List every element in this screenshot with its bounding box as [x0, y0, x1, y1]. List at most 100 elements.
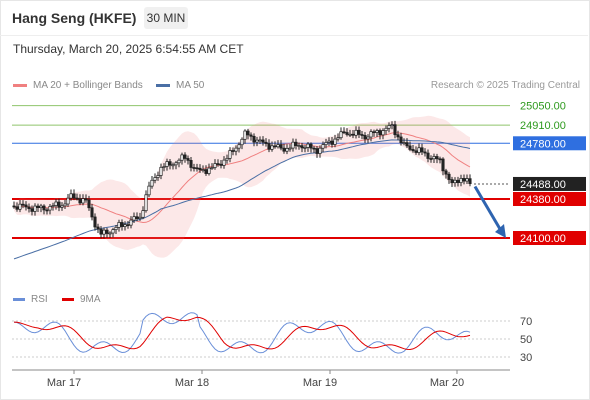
candle-71	[225, 154, 229, 164]
candle-38	[126, 220, 130, 229]
candle-body	[327, 140, 331, 143]
candle-body	[387, 125, 391, 129]
candle-body	[450, 179, 454, 184]
candle-34	[114, 225, 118, 235]
candle-body	[48, 206, 52, 211]
rsi-tick-label-2: 30	[520, 352, 532, 364]
x-tick-label-2: Mar 19	[303, 377, 337, 389]
candle-body	[411, 149, 415, 152]
candle-body	[51, 205, 55, 207]
candle-44	[144, 190, 148, 213]
candle-body	[21, 203, 25, 206]
candle-150	[462, 174, 466, 185]
candle-body	[405, 142, 409, 147]
forecast-arrow-shaft	[473, 185, 502, 230]
candle-body	[336, 137, 340, 140]
ma50-line	[13, 139, 471, 260]
candle-141	[435, 153, 439, 164]
candle-112	[348, 129, 352, 137]
candle-body	[432, 156, 436, 160]
timeframe-badge[interactable]: 30 MIN	[144, 7, 188, 29]
candle-body	[27, 206, 31, 210]
rsi-swatch	[13, 298, 25, 301]
candle-body	[429, 158, 433, 160]
candle-23	[81, 194, 85, 206]
candle-body	[156, 175, 160, 178]
candle-12	[48, 204, 52, 215]
candle-body	[396, 134, 400, 138]
candle-127	[393, 120, 397, 139]
candle-62	[198, 164, 202, 173]
candle-68	[216, 159, 220, 167]
x-tick-label-0: Mar 17	[47, 377, 81, 389]
candle-82	[258, 136, 262, 144]
candle-body	[120, 222, 124, 227]
candle-body	[30, 208, 34, 212]
candle-117	[363, 132, 367, 143]
candle-body	[249, 134, 253, 137]
rsi-ma-line	[13, 316, 471, 351]
candle-142	[438, 156, 442, 164]
candle-37	[123, 221, 127, 231]
candle-body	[165, 161, 169, 167]
candle-body	[12, 205, 16, 208]
candle-1	[15, 202, 19, 212]
candle-16	[60, 202, 64, 211]
candle-78	[246, 128, 250, 140]
candle-body	[72, 193, 76, 199]
ma20-swatch	[13, 84, 27, 87]
candle-body	[309, 143, 313, 149]
candle-72	[228, 147, 232, 163]
candle-32	[108, 231, 112, 238]
candle-body	[264, 141, 268, 144]
candle-86	[270, 141, 274, 152]
candle-body	[84, 198, 88, 201]
candle-body	[189, 160, 193, 168]
candle-73	[231, 147, 235, 156]
candle-148	[456, 176, 460, 187]
candle-41	[135, 212, 139, 222]
candle-body	[162, 166, 166, 168]
candle-151	[465, 174, 469, 185]
candle-134	[414, 146, 418, 155]
candle-6	[30, 205, 34, 216]
candle-body	[321, 144, 325, 149]
candle-149	[459, 174, 463, 187]
level-label-box-3	[513, 176, 586, 191]
candle-body	[426, 152, 430, 159]
candle-18	[66, 193, 70, 207]
candle-body	[375, 130, 379, 133]
candle-136	[420, 143, 424, 156]
legend-ma20-label: MA 20 + Bollinger Bands	[33, 80, 143, 91]
candle-body	[258, 139, 262, 142]
candle-137	[423, 148, 427, 157]
candle-body	[267, 143, 271, 150]
rsi-ma-swatch	[62, 298, 74, 301]
candle-145	[447, 171, 451, 184]
candle-body	[138, 216, 142, 219]
candle-body	[384, 127, 388, 132]
candle-55	[177, 158, 181, 168]
candle-body	[312, 147, 316, 150]
candle-body	[177, 159, 181, 164]
candle-body	[462, 178, 466, 182]
candle-100	[312, 146, 316, 153]
candle-29	[99, 226, 103, 239]
candle-body	[378, 130, 382, 136]
candle-81	[255, 136, 259, 147]
candle-body	[372, 131, 376, 134]
candle-21	[75, 193, 79, 201]
candle-61	[195, 163, 199, 172]
candle-24	[84, 194, 88, 203]
candle-body	[171, 164, 175, 167]
candle-96	[300, 142, 304, 153]
level-label-2: 24780.00	[520, 138, 566, 150]
candle-body	[39, 205, 43, 208]
candle-body	[360, 134, 364, 136]
candle-body	[324, 142, 328, 146]
candle-body	[252, 135, 256, 143]
candle-body	[366, 136, 370, 140]
candle-54	[174, 160, 178, 170]
candle-body	[216, 163, 220, 165]
